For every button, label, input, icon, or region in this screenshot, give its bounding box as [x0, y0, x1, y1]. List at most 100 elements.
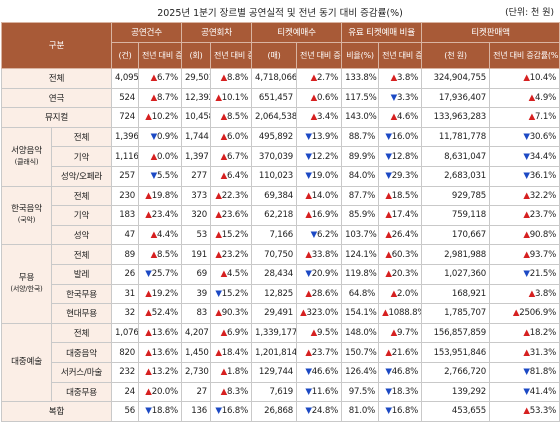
change-cell: ▲6.9%	[210, 322, 253, 344]
header-row: 구분 공연건수 공연회차 티켓예매수 유료 티켓예매 비율 티켓판매액	[0, 22, 560, 69]
group-name: 서양음악	[11, 145, 42, 156]
value-cell: 1,744	[181, 126, 212, 148]
change-value: ▲7.1%	[529, 112, 557, 122]
change-number: 8.5%	[227, 112, 249, 123]
value-cell: 24	[111, 381, 140, 403]
value-cell: 143.0%	[341, 107, 380, 128]
change-number: 10.1%	[221, 92, 249, 103]
data-row: 전체4,095▲6.7%29,501▲8.8%4,718,066▲2.7%133…	[0, 68, 560, 89]
change-arrow: ▲	[145, 386, 152, 397]
value-cell: 87.7%	[341, 185, 380, 207]
change-arrow: ▼	[523, 269, 530, 280]
change-value: ▲2.7%	[311, 73, 339, 83]
change-arrow: ▲	[220, 132, 228, 143]
value-cell: 39	[181, 283, 212, 305]
change-value: ▲53.3%	[523, 406, 556, 416]
change-arrow: ▲	[385, 347, 392, 358]
change-value: ▲33.8%	[305, 250, 338, 260]
change-arrow: ▼	[305, 386, 312, 397]
group-name: 대중예술	[11, 356, 42, 367]
value-cell: 324,904,755	[421, 68, 491, 89]
change-cell: ▼20.9%	[296, 263, 343, 285]
value-cell: 133.8%	[341, 68, 380, 89]
change-number: 31.3%	[529, 347, 557, 358]
group-label: 한국음악 (국악)	[1, 185, 52, 246]
change-arrow: ▲	[310, 112, 318, 123]
value-cell: 97.5%	[341, 381, 380, 403]
column-group-header: 티켓판매액	[421, 22, 560, 43]
change-cell: ▲21.6%	[378, 342, 423, 363]
change-number: 32.2%	[529, 190, 557, 201]
change-number: 28.6%	[311, 288, 339, 299]
change-cell: ▲0.6%	[296, 87, 343, 109]
change-cell: ▲15.2%	[210, 224, 253, 246]
change-value: ▲23.2%	[215, 250, 248, 260]
value-cell: 62,218	[251, 205, 298, 226]
change-number: 0.6%	[317, 92, 339, 103]
change-value: ▲90.8%	[523, 230, 556, 240]
value-cell: 53	[181, 224, 212, 246]
change-cell: ▼19.0%	[296, 165, 343, 187]
value-cell: 124.1%	[341, 244, 380, 265]
change-value: ▼41.4%	[523, 387, 556, 397]
change-value: ▲4.4%	[151, 230, 179, 241]
change-arrow: ▼	[385, 171, 392, 182]
change-value: ▼18.8%	[145, 406, 178, 416]
change-number: 11.6%	[311, 386, 339, 397]
change-number: 8.3%	[227, 386, 249, 397]
change-arrow: ▲	[390, 112, 398, 123]
change-value: ▼18.3%	[385, 387, 418, 397]
change-arrow: ▲	[390, 288, 398, 299]
change-cell: ▲2506.9%	[489, 303, 560, 324]
change-number: 0.9%	[156, 132, 179, 143]
change-arrow: ▲	[523, 190, 530, 201]
change-cell: ▲23.7%	[489, 205, 560, 226]
change-cell: ▲32.2%	[489, 185, 560, 207]
change-arrow: ▲	[528, 92, 536, 103]
value-cell: 31	[111, 283, 140, 305]
change-arrow: ▼	[523, 171, 530, 182]
change-value: ▼36.1%	[523, 171, 556, 181]
change-value: ▼12.2%	[305, 152, 338, 162]
change-cell: ▼13.9%	[296, 126, 343, 148]
change-number: 4.4%	[156, 230, 179, 241]
change-number: 6.4%	[227, 171, 249, 182]
change-number: 18.4%	[221, 347, 249, 358]
change-arrow: ▲	[215, 249, 222, 260]
corner-header: 구분	[0, 22, 113, 69]
value-cell: 320	[181, 205, 212, 226]
change-arrow: ▲	[215, 230, 222, 241]
change-arrow: ▼	[385, 132, 392, 143]
change-cell: ▲19.2%	[138, 283, 183, 305]
change-value: ▼16.0%	[385, 132, 418, 142]
change-value: ▲18.2%	[523, 328, 556, 338]
change-value: ▲0.6%	[311, 92, 339, 103]
change-number: 93.7%	[529, 249, 557, 260]
change-cell: ▲13.2%	[138, 361, 183, 383]
change-number: 36.1%	[529, 171, 557, 182]
change-cell: ▲6.4%	[210, 165, 253, 187]
change-arrow: ▲	[305, 249, 312, 260]
change-cell: ▲10.1%	[210, 87, 253, 109]
change-cell: ▲23.4%	[138, 205, 183, 226]
change-value: ▲3.8%	[391, 73, 419, 83]
change-value: ▲23.4%	[145, 210, 178, 220]
header-row: (건)전년 대비 증감률(%)(회)전년 대비 증감률(%)(매)전년 대비 증…	[2, 42, 560, 69]
change-number: 19.8%	[151, 190, 179, 201]
change-number: 0.0%	[156, 151, 179, 162]
change-number: 23.4%	[151, 210, 179, 221]
group-name: 무용	[18, 273, 35, 284]
value-cell: 117.5%	[341, 87, 380, 109]
change-value: ▼24.8%	[305, 406, 338, 416]
data-row: 대중무용 24 ▲20.0% 27 ▲8.3% 7,619 ▼11.6% 97.5% ▼18.3…	[2, 381, 560, 403]
change-arrow: ▲	[215, 190, 222, 201]
change-cell: ▲2.7%	[296, 68, 343, 89]
change-cell: ▲33.8%	[296, 244, 343, 265]
row-label: 복합	[0, 401, 113, 422]
change-cell: ▼24.8%	[296, 401, 343, 422]
change-arrow: ▼	[390, 92, 398, 103]
change-cell: ▲13.6%	[138, 322, 183, 344]
value-cell: 1,785,707	[421, 303, 491, 324]
change-number: 16.9%	[311, 210, 339, 221]
change-cell: ▲90.8%	[489, 224, 560, 246]
